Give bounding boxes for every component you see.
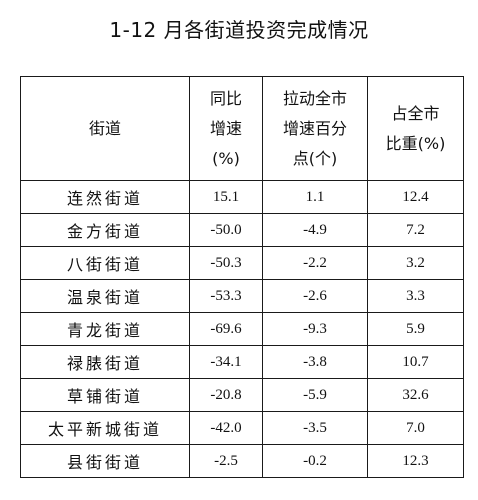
growth-value: -2.5 [189,444,263,478]
table-row: 太平新城街道 -42.0 -3.5 7.0 [20,411,464,445]
share-value: 12.4 [367,180,464,214]
growth-value: -53.3 [189,279,263,313]
header-line: (%) [212,148,240,168]
header-line: 占全市 [391,103,440,123]
street-name: 温泉街道 [20,279,190,313]
growth-value: -20.8 [189,378,263,412]
share-value: 3.2 [367,246,464,280]
growth-value: -34.1 [189,345,263,379]
share-value: 32.6 [367,378,464,412]
share-value: 7.2 [367,213,464,247]
growth-value: -50.3 [189,246,263,280]
street-name: 草铺街道 [20,378,190,412]
header-line: 增速 [209,118,242,138]
header-share: 占全市 比重(%) [367,76,464,181]
header-street: 街道 [20,76,190,181]
header-line: 点(个) [292,148,338,168]
table-row: 八街街道 -50.3 -2.2 3.2 [20,246,464,280]
table-header-row: 街道 同比 增速 (%) 拉动全市 增速百分 点(个) 占全市 比重(%) [20,76,464,181]
contribution-value: -5.9 [262,378,368,412]
table-row: 县街街道 -2.5 -0.2 12.3 [20,444,464,478]
street-name: 八街街道 [20,246,190,280]
table-row: 青龙街道 -69.6 -9.3 5.9 [20,312,464,346]
share-value: 7.0 [367,411,464,445]
street-name: 禄脿街道 [20,345,190,379]
table-row: 草铺街道 -20.8 -5.9 32.6 [20,378,464,412]
share-value: 10.7 [367,345,464,379]
header-line: 增速百分 [282,118,347,138]
contribution-value: -9.3 [262,312,368,346]
contribution-value: 1.1 [262,180,368,214]
header-line: 比重(%) [385,133,446,153]
investment-table: 街道 同比 增速 (%) 拉动全市 增速百分 点(个) 占全市 比重(%) 连然… [20,76,464,478]
table-row: 禄脿街道 -34.1 -3.8 10.7 [20,345,464,379]
contribution-value: -2.6 [262,279,368,313]
header-line: 拉动全市 [282,88,347,108]
table-row: 金方街道 -50.0 -4.9 7.2 [20,213,464,247]
street-name: 金方街道 [20,213,190,247]
share-value: 5.9 [367,312,464,346]
contribution-value: -2.2 [262,246,368,280]
growth-value: -69.6 [189,312,263,346]
street-name: 青龙街道 [20,312,190,346]
header-contribution: 拉动全市 增速百分 点(个) [262,76,368,181]
growth-value: 15.1 [189,180,263,214]
street-name: 太平新城街道 [20,411,190,445]
contribution-value: -4.9 [262,213,368,247]
header-growth: 同比 增速 (%) [189,76,263,181]
table-row: 连然街道 15.1 1.1 12.4 [20,180,464,214]
street-name: 县街街道 [20,444,190,478]
header-line: 街道 [88,118,121,138]
table-row: 温泉街道 -53.3 -2.6 3.3 [20,279,464,313]
page-title: 1-12 月各街道投资完成情况 [109,18,369,42]
street-name: 连然街道 [20,180,190,214]
contribution-value: -3.5 [262,411,368,445]
growth-value: -42.0 [189,411,263,445]
contribution-value: -0.2 [262,444,368,478]
contribution-value: -3.8 [262,345,368,379]
share-value: 3.3 [367,279,464,313]
header-line: 同比 [209,88,242,108]
share-value: 12.3 [367,444,464,478]
growth-value: -50.0 [189,213,263,247]
